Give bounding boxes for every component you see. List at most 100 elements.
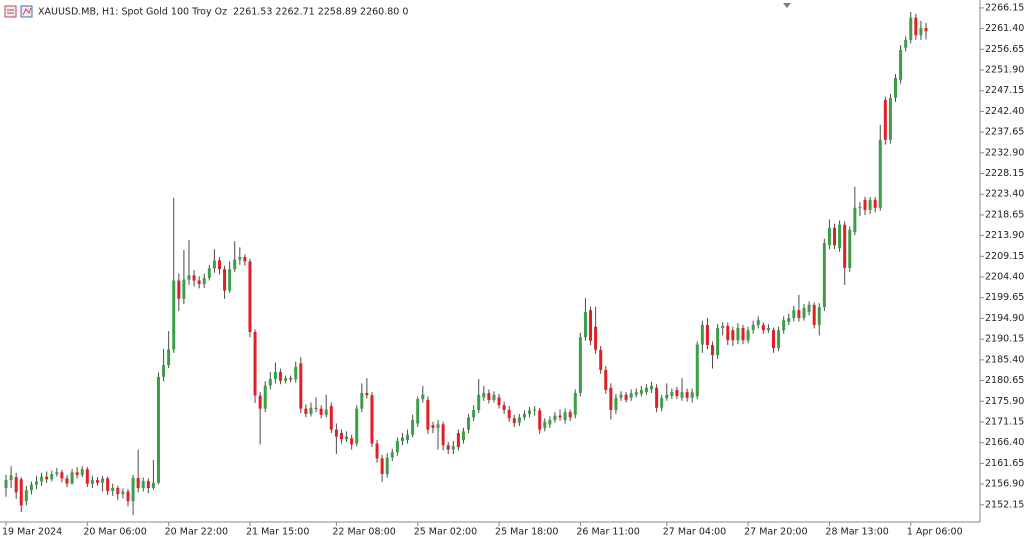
candle-body (75, 472, 79, 475)
y-tick-label: 2256.65 (985, 44, 1024, 55)
candle-body (822, 243, 826, 308)
y-tick-label: 2190.15 (985, 334, 1024, 345)
candle-body (385, 457, 389, 475)
candle-body (136, 477, 140, 489)
candle-body (711, 345, 715, 356)
candle-body (95, 480, 99, 483)
candle-body (380, 458, 384, 475)
candle-body (395, 440, 399, 453)
candle-body (700, 324, 704, 345)
y-tick-label: 2266.15 (985, 2, 1024, 13)
candle-body (207, 268, 211, 278)
candle-body (446, 445, 450, 450)
candle-body (741, 328, 745, 341)
candle-body (451, 446, 455, 450)
candle-body (919, 28, 923, 36)
candle-body (228, 269, 232, 291)
candle-body (116, 488, 120, 495)
candle-body (517, 417, 521, 423)
y-tick-label: 2185.40 (985, 354, 1024, 365)
candle-body (543, 421, 547, 428)
candle-body (558, 415, 562, 418)
candle-body (629, 392, 633, 398)
x-tick-label: 28 Mar 13:00 (825, 527, 888, 538)
candle-body (365, 392, 369, 396)
candle-body (90, 480, 94, 484)
candle-body (253, 331, 257, 396)
candle-body (639, 389, 643, 394)
icon-line (22, 7, 32, 16)
candle-body (329, 406, 333, 430)
candle-body (604, 369, 608, 390)
y-tick-label: 2166.40 (985, 437, 1024, 448)
candle-body (726, 325, 730, 341)
candle-body (797, 310, 801, 319)
candle-body (512, 418, 516, 424)
candle-body (685, 392, 689, 398)
candle-body (761, 324, 765, 331)
y-tick-label: 2261.40 (985, 23, 1024, 34)
candle-body (421, 394, 425, 400)
candle-body (589, 310, 593, 341)
candle-body (182, 279, 186, 299)
candle-body (655, 387, 659, 408)
candle-body (390, 452, 394, 458)
candle-body (436, 424, 440, 428)
candle-body (273, 372, 277, 380)
candle-body (14, 477, 18, 493)
y-tick-label: 2251.90 (985, 64, 1024, 75)
candle-body (838, 224, 842, 249)
candle-body (19, 479, 23, 506)
symbol-icons (4, 5, 33, 18)
candle-body (522, 413, 526, 418)
candle-body (85, 469, 89, 484)
candle-body (151, 482, 155, 489)
candle-body (233, 259, 237, 270)
x-tick-label: 1 Apr 06:00 (907, 527, 963, 538)
x-tick-label: 19 Mar 2024 (2, 527, 62, 538)
candle-body (792, 310, 796, 319)
candle-body (528, 410, 532, 414)
candle-body (853, 207, 857, 233)
candle-body (899, 49, 903, 81)
candle-body (9, 475, 13, 481)
shift-marker (783, 3, 791, 8)
candle-body (909, 17, 913, 40)
y-tick-label: 2161.65 (985, 458, 1024, 469)
candle-body (807, 304, 811, 312)
candle-body (614, 397, 618, 410)
candle-body (4, 480, 8, 489)
chart-title: XAUUSD.MB, H1: Spot Gold 100 Troy Oz (38, 7, 227, 18)
candle-body (263, 385, 267, 409)
candle-body (441, 424, 445, 446)
candle-body (192, 275, 196, 281)
x-tick-label: 21 Mar 15:00 (246, 527, 309, 538)
y-tick-label: 2228.15 (985, 168, 1024, 179)
candle-body (731, 330, 735, 341)
candle-body (675, 389, 679, 397)
candle-body (212, 260, 216, 269)
candle-body (665, 394, 669, 399)
x-tick-label: 26 Mar 11:00 (576, 527, 639, 538)
x-tick-label: 25 Mar 18:00 (495, 527, 558, 538)
y-tick-label: 2175.90 (985, 396, 1024, 407)
candle-body (634, 392, 638, 395)
candle-body (355, 408, 359, 444)
candle-body (319, 408, 323, 415)
candle-body (568, 412, 572, 418)
candle-body (827, 227, 831, 246)
y-tick-label: 2171.15 (985, 416, 1024, 427)
x-tick-label: 20 Mar 06:00 (83, 527, 146, 538)
candle-body (751, 324, 755, 331)
candle-body (146, 481, 150, 489)
candle-body (217, 260, 221, 270)
icon (20, 5, 33, 18)
candle-body (167, 349, 171, 366)
candle-body (650, 386, 654, 390)
candle-body (284, 378, 288, 381)
candle-body (314, 407, 318, 409)
candle-body (777, 330, 781, 349)
candle-body (411, 420, 415, 435)
candle-body (690, 392, 694, 398)
icon (4, 5, 17, 18)
